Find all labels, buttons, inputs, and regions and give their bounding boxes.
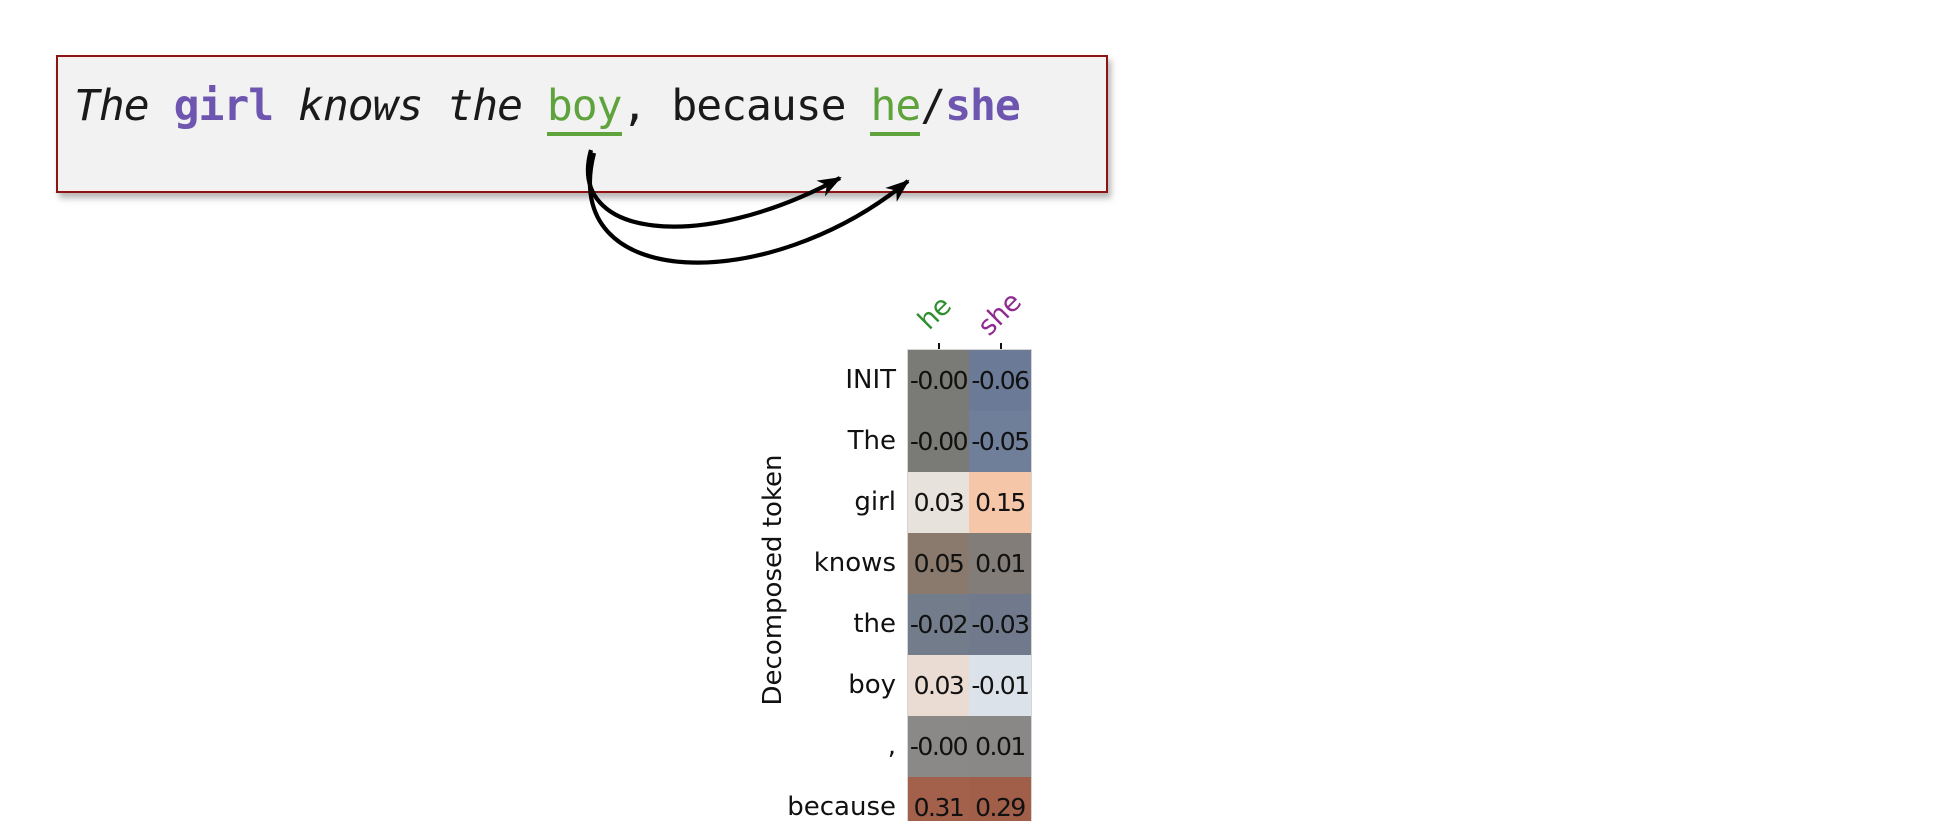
heatmap-row-labels: INIT The girl knows the boy, because	[740, 350, 902, 821]
heatmap-col-label-he: he	[912, 290, 958, 336]
sentence-text: The girl knows the boy, because he/she	[58, 57, 1021, 136]
token-boy: boy	[546, 81, 623, 136]
heatmap-row-label: girl	[854, 487, 896, 517]
x-tick-she	[1000, 343, 1002, 350]
heatmap-cell: 0.01	[969, 533, 1031, 594]
heatmap-cell: -0.01	[969, 655, 1031, 716]
heatmap-cell: 0.31	[908, 777, 969, 821]
heatmap-row-label: The	[847, 426, 896, 456]
token-because: , because	[621, 81, 871, 131]
y-axis-label: Decomposed token	[758, 454, 788, 706]
heatmap-cell: -0.00	[908, 350, 969, 411]
heatmap-row-label: ,	[887, 731, 896, 761]
token-girl: girl	[173, 81, 275, 131]
heatmap-row-label: INIT	[845, 365, 896, 395]
heatmap-cell: 0.15	[969, 472, 1031, 533]
token-she: she	[945, 81, 1021, 131]
x-tick-he	[938, 343, 940, 350]
token-slash: /	[920, 81, 946, 131]
heatmap-grid: -0.00 -0.06 -0.00 -0.05 0.03 0.15 0.05 0.01 -0.0…	[907, 349, 1032, 821]
heatmap-cell: 0.29	[969, 777, 1031, 821]
heatmap-cell: 0.01	[969, 716, 1031, 777]
heatmap-cell: -0.02	[908, 594, 969, 655]
heatmap-cell: -0.05	[969, 411, 1031, 472]
heatmap-cell: -0.03	[969, 594, 1031, 655]
token-knows-the: knows the	[273, 81, 547, 131]
heatmap-row-label: knows	[813, 548, 896, 578]
heatmap-cell: -0.00	[908, 411, 969, 472]
heatmap-cell: 0.03	[908, 472, 969, 533]
heatmap-cell: 0.05	[908, 533, 969, 594]
heatmap-cell: -0.00	[908, 716, 969, 777]
heatmap-row-label: boy	[848, 670, 896, 700]
sentence-box: The girl knows the boy, because he/she	[56, 55, 1108, 193]
heatmap-cell: 0.03	[908, 655, 969, 716]
heatmap-col-label-she: she	[972, 286, 1028, 342]
token-the-1: The	[74, 81, 174, 131]
heatmap-row-label: because	[787, 792, 896, 821]
heatmap-row-label: the	[853, 609, 896, 639]
token-he: he	[870, 81, 921, 136]
heatmap-cell: -0.06	[969, 350, 1031, 411]
